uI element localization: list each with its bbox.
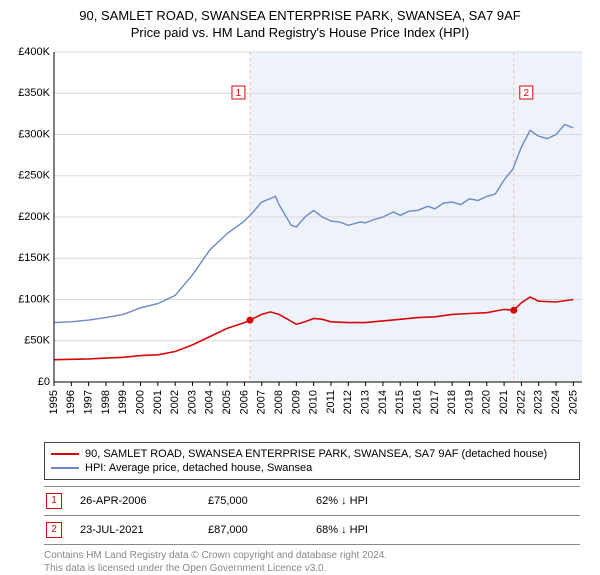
svg-text:2001: 2001 <box>152 390 164 414</box>
svg-text:2016: 2016 <box>411 390 423 414</box>
legend-swatch <box>51 453 79 455</box>
svg-text:2: 2 <box>524 88 530 99</box>
sale-date: 26-APR-2006 <box>80 495 190 507</box>
chart-subtitle: Price paid vs. HM Land Registry's House … <box>0 23 600 46</box>
svg-text:2007: 2007 <box>256 390 268 414</box>
svg-text:2002: 2002 <box>169 390 181 414</box>
svg-text:2019: 2019 <box>463 390 475 414</box>
sale-date: 23-JUL-2021 <box>80 524 190 536</box>
svg-text:2020: 2020 <box>481 390 493 414</box>
svg-text:2010: 2010 <box>308 390 320 414</box>
sale-marker: 2 <box>46 522 62 538</box>
svg-text:2018: 2018 <box>446 390 458 414</box>
svg-text:2004: 2004 <box>204 390 216 414</box>
sale-hpi-delta: 68% ↓ HPI <box>316 524 580 536</box>
legend-label: HPI: Average price, detached house, Swan… <box>85 462 312 474</box>
legend-item: HPI: Average price, detached house, Swan… <box>51 461 573 475</box>
svg-text:2011: 2011 <box>325 390 337 414</box>
svg-text:2006: 2006 <box>238 390 250 414</box>
legend-item: 90, SAMLET ROAD, SWANSEA ENTERPRISE PARK… <box>51 447 573 461</box>
svg-text:1995: 1995 <box>48 390 60 414</box>
svg-text:£250K: £250K <box>18 170 50 182</box>
sale-row: 1 26-APR-2006 £75,000 62% ↓ HPI <box>44 487 580 516</box>
svg-text:£200K: £200K <box>18 211 50 223</box>
footnote: Contains HM Land Registry data © Crown c… <box>44 549 580 575</box>
chart-legend: 90, SAMLET ROAD, SWANSEA ENTERPRISE PARK… <box>44 442 580 480</box>
svg-text:£50K: £50K <box>24 335 50 347</box>
svg-text:2014: 2014 <box>377 390 389 414</box>
svg-text:£400K: £400K <box>18 46 50 58</box>
footnote-line: Contains HM Land Registry data © Crown c… <box>44 549 580 562</box>
sale-price: £87,000 <box>208 524 298 536</box>
legend-swatch <box>51 467 79 469</box>
svg-text:2008: 2008 <box>273 390 285 414</box>
svg-text:1: 1 <box>236 88 242 99</box>
sale-price: £75,000 <box>208 495 298 507</box>
svg-text:2022: 2022 <box>515 390 527 414</box>
footnote-line: This data is licensed under the Open Gov… <box>44 562 580 575</box>
svg-text:2000: 2000 <box>134 390 146 414</box>
svg-text:2005: 2005 <box>221 390 233 414</box>
sale-hpi-delta: 62% ↓ HPI <box>316 495 580 507</box>
svg-text:2009: 2009 <box>290 390 302 414</box>
sale-marker: 1 <box>46 493 62 509</box>
svg-text:£0: £0 <box>38 376 50 388</box>
svg-text:1996: 1996 <box>65 390 77 414</box>
svg-text:£350K: £350K <box>18 87 50 99</box>
sales-table: 1 26-APR-2006 £75,000 62% ↓ HPI 2 23-JUL-2021… <box>44 486 580 545</box>
chart-svg: £0 £50K £100K £150K £200K £250K £300K £350K £400… <box>10 46 590 436</box>
svg-text:2024: 2024 <box>550 390 562 414</box>
legend-label: 90, SAMLET ROAD, SWANSEA ENTERPRISE PARK… <box>85 448 547 460</box>
svg-text:£100K: £100K <box>18 293 50 305</box>
svg-text:2017: 2017 <box>429 390 441 414</box>
svg-text:1998: 1998 <box>100 390 112 414</box>
svg-text:2015: 2015 <box>394 390 406 414</box>
sale-row: 2 23-JUL-2021 £87,000 68% ↓ HPI <box>44 516 580 545</box>
svg-text:1997: 1997 <box>83 390 95 414</box>
svg-text:2021: 2021 <box>498 390 510 414</box>
svg-text:2025: 2025 <box>567 390 579 414</box>
svg-text:£300K: £300K <box>18 128 50 140</box>
chart-plot: £0 £50K £100K £150K £200K £250K £300K £350K £400… <box>10 46 590 436</box>
svg-text:2012: 2012 <box>342 390 354 414</box>
chart-title: 90, SAMLET ROAD, SWANSEA ENTERPRISE PARK… <box>0 0 600 23</box>
svg-text:2023: 2023 <box>533 390 545 414</box>
svg-text:2003: 2003 <box>186 390 198 414</box>
svg-text:£150K: £150K <box>18 252 50 264</box>
svg-text:2013: 2013 <box>360 390 372 414</box>
svg-text:1999: 1999 <box>117 390 129 414</box>
